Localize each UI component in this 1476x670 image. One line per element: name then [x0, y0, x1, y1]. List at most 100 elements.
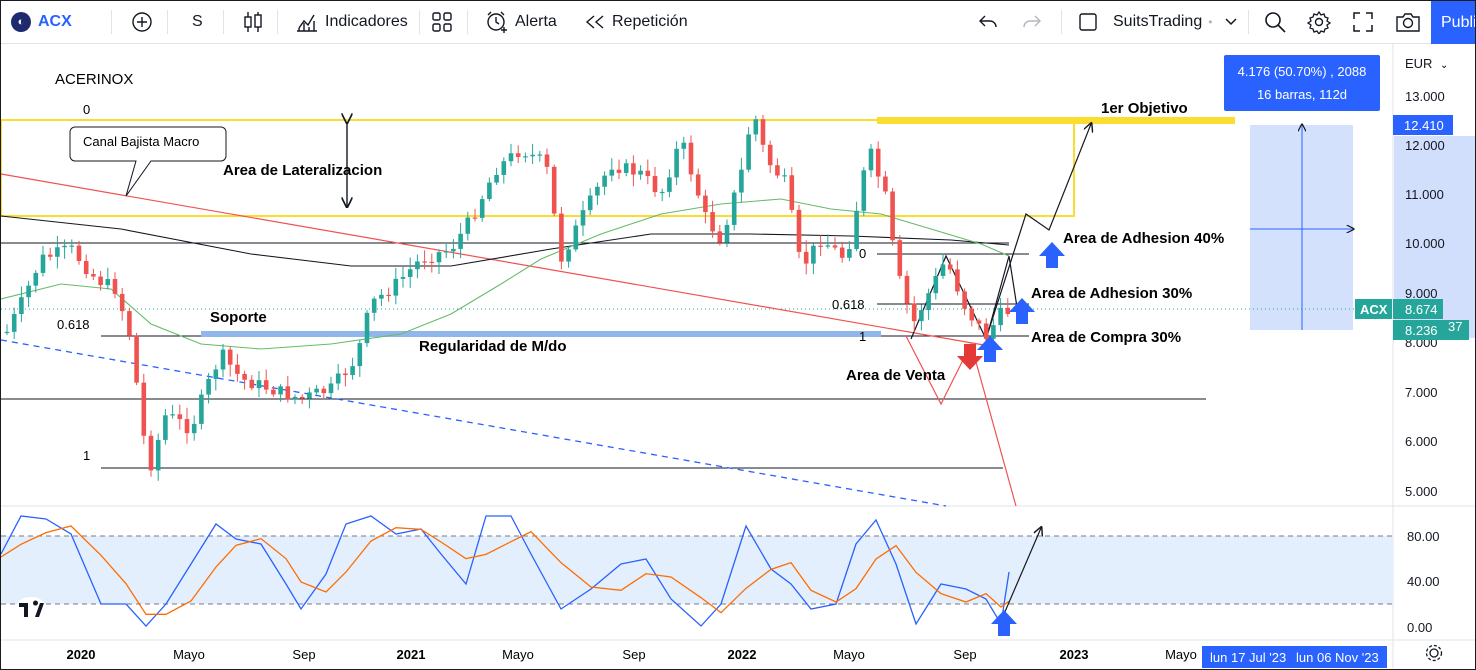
candle — [962, 288, 967, 316]
candle — [47, 247, 53, 261]
candle — [371, 296, 377, 321]
time-axis[interactable]: 2020 Mayo Sep 2021 Mayo Sep 2022 Mayo Sep 2023 May… — [67, 647, 1197, 662]
candle — [760, 114, 766, 153]
buy-arrow-icon — [1039, 242, 1065, 268]
candle — [508, 143, 514, 167]
candle — [998, 297, 1003, 332]
candle — [969, 306, 975, 327]
candle — [523, 152, 528, 163]
candle — [695, 168, 701, 199]
chart-canvas[interactable]: Canal Bajista Macro ACERINOX Area de Lat… — [1, 44, 1475, 668]
candle — [98, 271, 103, 291]
candle — [803, 240, 809, 275]
settings-button[interactable] — [1307, 1, 1331, 43]
bearish-projection — [905, 335, 1017, 507]
redo-button[interactable] — [1021, 1, 1043, 43]
tradingview-logo-icon[interactable] — [15, 597, 47, 625]
candle — [847, 241, 852, 262]
candle — [947, 258, 953, 274]
candle — [407, 257, 413, 288]
buy-arrow-icon — [1009, 298, 1035, 324]
fullscreen-button[interactable] — [1352, 1, 1374, 43]
candle — [767, 140, 773, 174]
interval-button[interactable]: S — [192, 1, 203, 43]
range-end-label: lun 06 Nov '23 — [1288, 646, 1387, 668]
candle — [335, 363, 341, 391]
symbol-search-button[interactable]: ◐ ACX — [11, 1, 72, 43]
chart-type-button[interactable] — [243, 1, 263, 43]
time-tick-label: Mayo — [1165, 647, 1197, 662]
search-button[interactable] — [1263, 1, 1287, 43]
candle — [91, 268, 96, 281]
candle — [616, 159, 622, 180]
candle — [609, 158, 615, 182]
candle — [580, 200, 586, 237]
symbol-logo-icon: ◐ — [11, 12, 31, 32]
candle — [422, 250, 427, 270]
candle — [832, 237, 838, 251]
candle — [62, 239, 67, 259]
time-tick-label: Mayo — [833, 647, 865, 662]
prev-price-text: 8.236 — [1405, 323, 1438, 338]
chart-settings-gear-icon[interactable] — [1425, 644, 1443, 662]
symbol-label: ACX — [38, 13, 72, 30]
adhesion30-text: Area de Adhesion 30% — [1031, 285, 1192, 302]
instrument-name: ACERINOX — [55, 71, 133, 88]
candle — [487, 177, 492, 202]
publish-button[interactable]: Publicar — [1431, 1, 1475, 44]
candle — [400, 265, 406, 288]
candle — [753, 115, 759, 142]
target-badge — [1393, 115, 1453, 135]
candle — [955, 260, 960, 296]
top-toolbar: ◐ ACX S Indicadores Alerta Repetición Su… — [1, 1, 1475, 44]
candle — [26, 280, 31, 308]
alert-button[interactable]: Alerta — [485, 1, 557, 43]
candle — [976, 318, 982, 331]
time-tick-label: Sep — [292, 647, 315, 662]
target-badge-text: 12.410 — [1404, 118, 1444, 133]
undo-button[interactable] — [977, 1, 999, 43]
candle — [645, 159, 651, 185]
chevron-down-icon — [1225, 18, 1237, 26]
currency-label[interactable]: EUR — [1405, 56, 1432, 71]
candle — [883, 170, 888, 195]
candle — [393, 267, 399, 305]
candle — [69, 239, 75, 254]
candle — [530, 143, 535, 164]
layout-menu-button[interactable]: SuitsTrading • — [1077, 1, 1238, 43]
candle — [1005, 298, 1011, 317]
candles-icon — [244, 12, 262, 32]
candle — [940, 253, 946, 280]
canal-callout[interactable] — [69, 126, 227, 197]
canal-bajista-lower[interactable] — [1, 339, 947, 507]
candle — [854, 201, 859, 252]
candle — [623, 159, 629, 177]
symbol-badge-text: ACX — [1360, 302, 1388, 317]
candle — [364, 310, 370, 347]
candle — [141, 373, 147, 445]
candle — [33, 270, 39, 293]
canal-bajista-line[interactable] — [1, 173, 1002, 349]
snapshot-button[interactable] — [1395, 1, 1421, 43]
candle — [681, 136, 687, 160]
price-tick-label: 9.000 — [1405, 286, 1438, 301]
templates-button[interactable] — [431, 1, 453, 43]
price-ticks: 13.00012.00011.00010.0009.0008.0007.0006… — [1405, 89, 1445, 499]
candle — [919, 304, 924, 331]
publish-label: Publicar — [1441, 13, 1475, 31]
replay-button[interactable]: Repetición — [584, 1, 688, 43]
indicators-button[interactable]: Indicadores — [295, 1, 408, 43]
candle — [458, 222, 463, 259]
square-icon — [1079, 13, 1097, 31]
saved-dot-icon: • — [1208, 15, 1213, 29]
candle — [177, 404, 183, 430]
compare-button[interactable] — [131, 1, 153, 43]
price-tick-label: 5.000 — [1405, 484, 1438, 499]
symbol-badge — [1355, 299, 1392, 319]
candle — [652, 166, 658, 197]
candle — [875, 141, 881, 188]
price-tick-label: 13.000 — [1405, 89, 1445, 104]
candle — [465, 211, 471, 241]
candle — [825, 234, 831, 249]
objetivo-text: 1er Objetivo — [1101, 100, 1188, 117]
